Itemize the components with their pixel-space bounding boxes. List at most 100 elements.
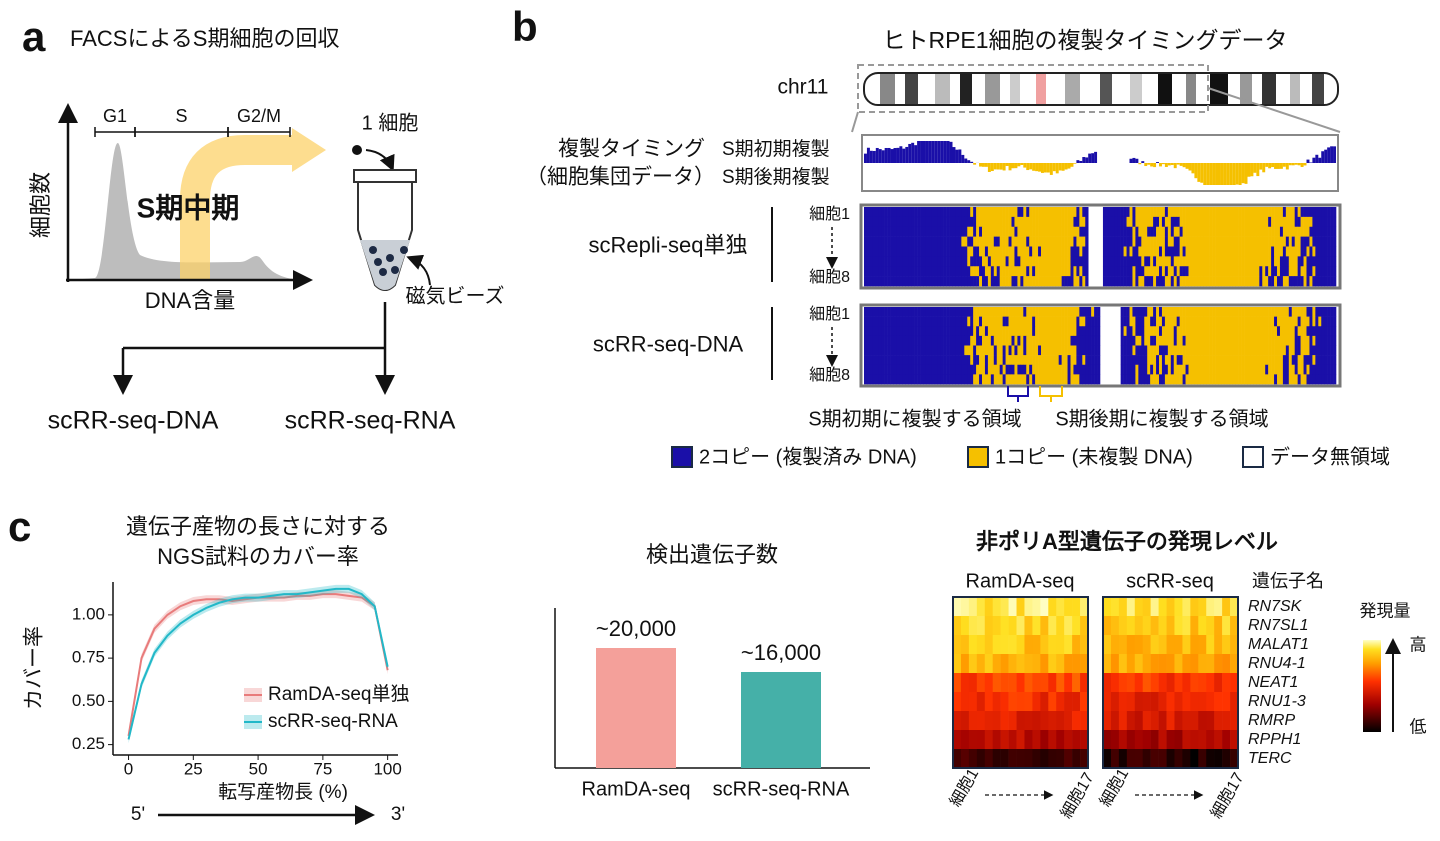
heatmap-cell — [1048, 692, 1057, 712]
track-cell — [1156, 207, 1160, 218]
heatmap-cell — [1142, 635, 1151, 655]
track-cell — [1014, 236, 1018, 247]
track-cell — [1315, 216, 1319, 228]
track-cell — [1126, 326, 1130, 337]
bulk-bar — [1285, 163, 1289, 170]
track-cell — [1052, 266, 1057, 277]
track-cell — [979, 276, 983, 287]
track-cell — [864, 246, 868, 257]
track-cell — [1141, 236, 1145, 247]
track-cell — [1265, 266, 1269, 277]
bulk-bar — [1232, 163, 1236, 185]
track-cell — [1156, 326, 1160, 337]
bulk-bar — [1327, 147, 1331, 163]
track-cell — [996, 316, 1000, 327]
heatmap-cell — [1198, 597, 1207, 617]
track-cell — [940, 246, 944, 257]
heatmap-cell — [1182, 654, 1191, 674]
track-cell — [1197, 266, 1201, 277]
heatmap-cell — [1064, 692, 1073, 712]
track-cell — [1268, 355, 1272, 366]
track-cell — [982, 236, 986, 247]
track-cell — [1082, 355, 1086, 366]
gene-label: NEAT1 — [1248, 674, 1298, 691]
track-cell — [1046, 335, 1051, 346]
track-cell — [964, 266, 968, 277]
track-cell — [1017, 246, 1021, 257]
track-cell — [1247, 226, 1251, 237]
bulk-bar — [1076, 160, 1080, 163]
track-cell — [1315, 246, 1319, 257]
track-cell — [1120, 207, 1124, 218]
track-cell — [1250, 316, 1254, 327]
heatmap-cell — [1142, 730, 1151, 750]
track-cell — [1138, 355, 1142, 366]
track-cell — [896, 355, 900, 366]
track-cell — [1167, 307, 1172, 317]
track-cell — [1120, 307, 1124, 317]
track-cell — [896, 207, 900, 218]
track-cell — [1038, 355, 1042, 366]
track-cell — [1318, 335, 1322, 346]
track-cell — [1315, 276, 1319, 287]
track-cell — [1097, 374, 1101, 385]
track-cell — [1291, 256, 1295, 267]
heatmap-cell — [1000, 711, 1009, 731]
track-cell — [1126, 276, 1130, 287]
heatmap-cell — [1000, 673, 1009, 693]
track-cell — [902, 246, 906, 257]
track-cell — [1085, 364, 1089, 375]
heatmap-cell — [1214, 749, 1223, 769]
track-cell — [1064, 326, 1068, 337]
track-cell — [961, 256, 965, 267]
track-cell — [1197, 355, 1201, 366]
track-cell — [1229, 207, 1234, 218]
heatmap-cell — [1040, 749, 1049, 769]
track-cell — [955, 364, 959, 375]
track-cell — [1167, 226, 1172, 237]
track-cell — [869, 326, 874, 337]
track-cell — [1179, 207, 1183, 218]
track-cell — [1259, 307, 1263, 317]
heatmap-cell — [1032, 692, 1041, 712]
track-cell — [1191, 355, 1195, 366]
track-cell — [1303, 364, 1307, 375]
track-cell — [1185, 216, 1189, 228]
track-cell — [1170, 345, 1175, 356]
track-cell — [1250, 335, 1254, 346]
track-cell — [1182, 266, 1186, 277]
track-cell — [1079, 207, 1083, 218]
bulk-bar — [1291, 163, 1295, 166]
track-cell — [1182, 236, 1186, 247]
track-cell — [1082, 266, 1086, 277]
track-cell — [1097, 355, 1101, 366]
track-cell — [911, 355, 915, 366]
track-cell — [1200, 246, 1204, 257]
track-cell — [1058, 316, 1062, 327]
track-cell — [1206, 364, 1210, 375]
heatmap-cell — [1214, 616, 1223, 636]
bulk-bar — [1194, 163, 1198, 179]
heatmap-cell — [1142, 692, 1151, 712]
track-cell — [1188, 374, 1192, 385]
track-cell — [925, 326, 930, 337]
heatmap-cell — [1032, 673, 1041, 693]
track-cell — [1079, 216, 1083, 228]
track-cell — [1179, 374, 1183, 385]
track-cell — [1244, 216, 1248, 228]
track-cell — [1014, 256, 1018, 267]
track-cell — [925, 345, 930, 356]
heatmap-cell — [968, 616, 978, 636]
track-cell — [1126, 207, 1130, 218]
track-cell — [1215, 364, 1219, 375]
track-cell — [928, 355, 933, 366]
track-cell — [902, 326, 906, 337]
track-cell — [866, 345, 871, 356]
track-cell — [1229, 216, 1234, 228]
track-cell — [1279, 276, 1284, 287]
track-cell — [1291, 345, 1295, 356]
track-cell — [1318, 326, 1322, 337]
track-cell — [1043, 335, 1048, 346]
track-cell — [1132, 326, 1136, 337]
heatmap-cell — [1206, 749, 1215, 769]
